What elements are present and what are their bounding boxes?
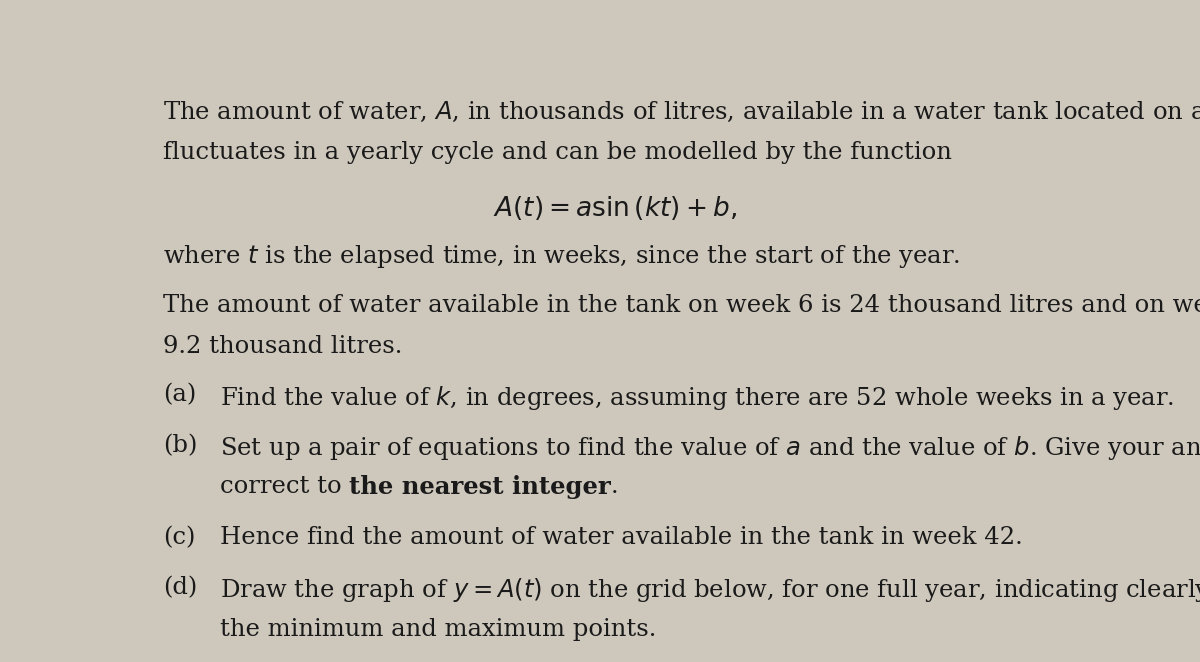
Text: (b): (b): [163, 434, 197, 457]
Text: Hence find the amount of water available in the tank in week 42.: Hence find the amount of water available…: [220, 526, 1022, 549]
Text: Set up a pair of equations to find the value of $a$ and the value of $b$. Give y: Set up a pair of equations to find the v…: [220, 434, 1200, 462]
Text: Find the value of $k$, in degrees, assuming there are 52 whole weeks in a year.: Find the value of $k$, in degrees, assum…: [220, 384, 1174, 412]
Text: (a): (a): [163, 384, 197, 406]
Text: correct to: correct to: [220, 475, 349, 498]
Text: fluctuates in a yearly cycle and can be modelled by the function: fluctuates in a yearly cycle and can be …: [163, 141, 952, 164]
Text: $A(t) = a\sin{(kt)} + b,$: $A(t) = a\sin{(kt)} + b,$: [493, 194, 737, 222]
Text: .: .: [611, 475, 618, 498]
Text: (c): (c): [163, 526, 196, 549]
Text: The amount of water, $A$, in thousands of litres, available in a water tank loca: The amount of water, $A$, in thousands o…: [163, 100, 1200, 124]
Text: the nearest integer: the nearest integer: [349, 475, 611, 499]
Text: 9.2 thousand litres.: 9.2 thousand litres.: [163, 335, 402, 357]
Text: Draw the graph of $y = A(t)$ on the grid below, for one full year, indicating cl: Draw the graph of $y = A(t)$ on the grid…: [220, 577, 1200, 604]
Text: The amount of water available in the tank on week 6 is 24 thousand litres and on: The amount of water available in the tan…: [163, 293, 1200, 316]
Text: the minimum and maximum points.: the minimum and maximum points.: [220, 618, 656, 641]
Text: (d): (d): [163, 577, 197, 599]
Text: where $t$ is the elapsed time, in weeks, since the start of the year.: where $t$ is the elapsed time, in weeks,…: [163, 244, 960, 270]
